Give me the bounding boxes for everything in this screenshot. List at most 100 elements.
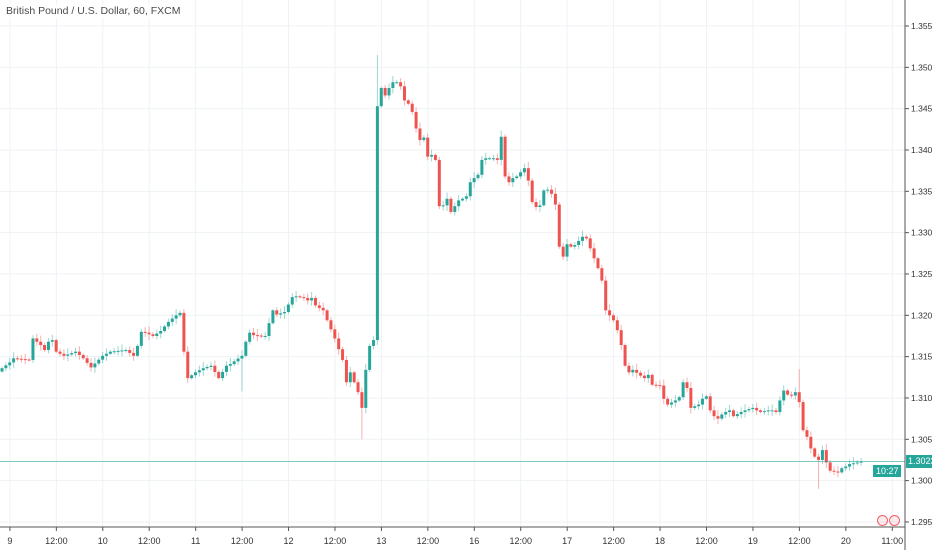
candle <box>139 328 143 349</box>
candle <box>213 360 217 377</box>
candle <box>673 395 677 408</box>
candle-body <box>770 410 774 412</box>
candle <box>712 405 716 421</box>
candle-body <box>693 406 697 408</box>
candle <box>201 362 205 376</box>
time-axis[interactable]: 9 12:00 10 12:00 11 12:00 12 12:00 13 12:00 16 12:0… <box>0 526 905 546</box>
candle-body <box>708 396 712 411</box>
candle <box>263 332 267 340</box>
candle <box>681 379 685 400</box>
candle <box>163 324 167 333</box>
candle-body <box>236 358 240 362</box>
candle-body <box>406 100 410 104</box>
candle <box>677 395 681 402</box>
candle-body <box>441 205 445 207</box>
candle <box>186 346 190 383</box>
candle <box>66 348 70 362</box>
candle-body <box>724 412 728 415</box>
candles <box>0 54 863 489</box>
candle-body <box>778 400 782 413</box>
candle-body <box>70 353 74 355</box>
candle-body <box>422 137 426 141</box>
candle-body <box>387 87 391 96</box>
candle-body <box>15 358 19 360</box>
candle-body <box>81 354 85 359</box>
candle <box>4 362 8 372</box>
candle-body <box>101 355 105 360</box>
candle <box>503 134 507 179</box>
candle <box>120 344 124 357</box>
candle <box>286 302 290 315</box>
candle <box>635 363 639 379</box>
economic-event-flag-icon[interactable] <box>877 515 888 526</box>
candle <box>797 369 801 408</box>
x-tick-label: 12:00 <box>695 536 718 546</box>
x-tick-label: 12:00 <box>324 536 347 546</box>
candle <box>43 342 47 353</box>
candle <box>770 404 774 416</box>
candle <box>93 357 97 373</box>
y-tick-label: 1.29500 <box>911 517 932 527</box>
candle-body <box>673 400 677 403</box>
candle-body <box>530 180 534 203</box>
candle-body <box>120 350 124 352</box>
candle-body <box>31 338 35 360</box>
candle <box>325 308 329 322</box>
candle <box>77 346 81 360</box>
candle-body <box>569 244 573 247</box>
candle <box>577 236 581 250</box>
candle <box>306 293 310 305</box>
candle <box>550 185 554 198</box>
candle <box>495 153 499 165</box>
candle-body <box>468 182 472 197</box>
candle-body <box>855 462 859 464</box>
candle-body <box>828 462 832 471</box>
candle-body <box>255 335 259 337</box>
x-tick-label: 16 <box>469 536 479 546</box>
candle-body <box>762 411 766 413</box>
y-tick-label: 1.32000 <box>911 310 932 320</box>
candle-body <box>35 338 39 342</box>
y-tick-label: 1.31500 <box>911 352 932 362</box>
candle <box>132 347 136 361</box>
candle <box>19 354 23 363</box>
candle <box>209 361 213 371</box>
candle-body <box>538 205 542 208</box>
candle-body <box>743 410 747 413</box>
candle-body <box>511 178 515 183</box>
candle <box>468 177 472 201</box>
candle-body <box>700 398 704 405</box>
candle-body <box>286 304 290 313</box>
candle-body <box>43 345 47 351</box>
candle-body <box>275 310 279 315</box>
candle <box>445 192 449 211</box>
candle-body <box>128 350 132 353</box>
candle-body <box>507 176 511 183</box>
x-tick-label: 12 <box>284 536 294 546</box>
candle-body <box>294 296 298 298</box>
candle-body <box>600 268 604 281</box>
candle <box>786 388 790 397</box>
candle <box>735 410 739 419</box>
candle-body <box>577 240 581 246</box>
candle <box>836 466 840 478</box>
candle-body <box>240 355 244 359</box>
candle <box>352 370 356 384</box>
price-axis[interactable]: 1.35500 1.35000 1.34500 1.34000 1.33500 1.330… <box>904 0 932 550</box>
candle-body <box>480 159 484 175</box>
candle <box>759 408 763 414</box>
candle-body <box>410 103 414 112</box>
candle-body <box>824 450 828 463</box>
candle-body <box>472 178 476 183</box>
candle-body <box>248 332 252 342</box>
candle-body <box>252 332 256 336</box>
candle <box>294 290 298 302</box>
candle <box>259 333 263 339</box>
economic-event-flag-icon[interactable] <box>889 515 900 526</box>
candle <box>581 230 584 247</box>
candle-body <box>720 414 724 419</box>
candle-body <box>143 331 147 333</box>
x-tick-label: 18 <box>655 536 665 546</box>
candle <box>46 337 50 354</box>
